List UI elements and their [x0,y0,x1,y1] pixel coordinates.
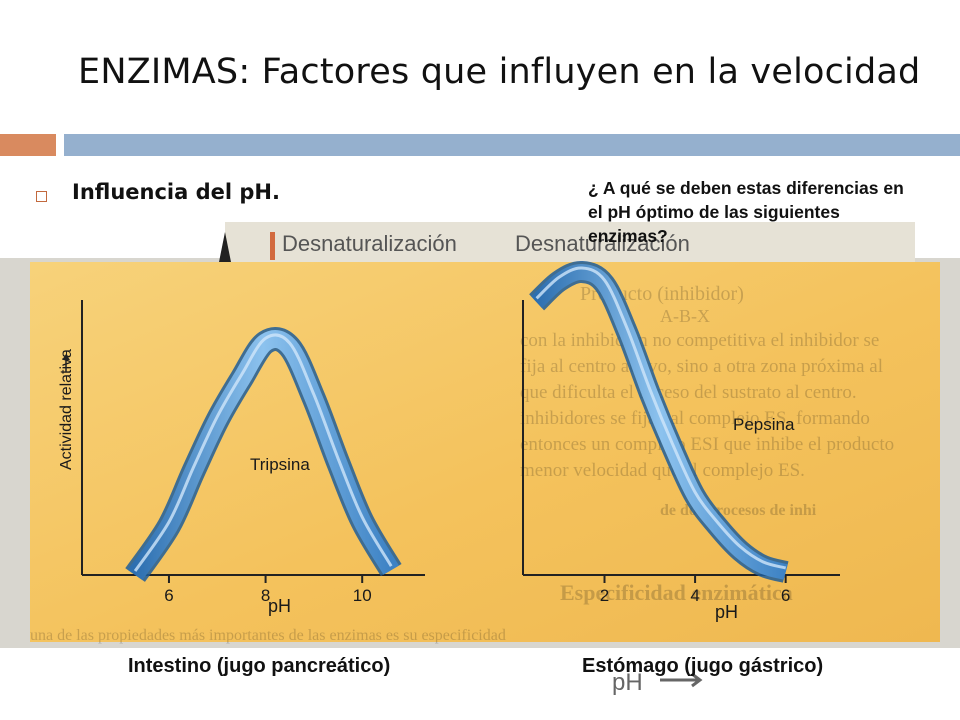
series-highlight [133,333,393,572]
bg-text-line: menor velocidad que el complejo ES. [520,460,805,481]
bottom-arrow-icon [660,672,703,688]
denaturation-label-left: Desnaturalización [282,231,457,256]
accent-bar-orange [0,134,56,156]
caption-estomago: Estómago (jugo gástrico) [582,655,824,677]
series-label: Pepsina [733,415,795,434]
x-tick-label: 2 [600,586,609,605]
bg-text-line: A-B-X [660,306,710,326]
bg-text-line: entonces un complejo ESI que inhibe el p… [520,434,894,455]
x-axis-label-left: pH [268,596,291,616]
denaturation-label-right: Desnaturalización [515,231,690,256]
x-tick-label: 4 [690,586,699,605]
bg-text-line: inhibidores se fijan al complejo ES, for… [520,408,870,429]
y-arrow-top-icon [219,232,231,262]
series-label: Tripsina [250,455,310,474]
bg-text-line: una de las propiedades más importantes d… [30,627,506,644]
bg-text-line: con la inhibición no competitiva el inhi… [520,330,879,351]
background-text-group: Producto (inhibidor) A-B-X con la inhibi… [30,283,894,644]
y-axis-label-group: Actividad relativa [58,349,75,470]
series-highlight [535,266,787,570]
chart-pepsina: 2 4 6 Pepsina [528,260,795,605]
x-tick-label: 6 [781,586,790,605]
header-strip [225,222,915,262]
bg-text-line: que dificulta el acceso del sustrato al … [520,382,857,403]
x-tick-label: 6 [164,586,173,605]
series-line [531,263,788,580]
question-text: ¿ A qué se deben estas diferencias en el… [588,178,904,246]
bullet-text: Influencia del pH. [72,180,280,204]
bg-text-line: fija al centro activo, sino a otra zona … [520,356,883,377]
x-axis-label-right: pH [715,602,738,622]
denaturation-marker-left [270,232,275,260]
bottom-ph-label: pH [612,669,643,696]
caption-intestino: Intestino (jugo pancreático) [128,655,391,677]
x-tick-label: 10 [353,586,372,605]
y-axis-arrow [62,354,70,372]
x-tick-label: 8 [261,586,270,605]
axes-right [522,300,840,576]
accent-bar-blue [64,134,960,156]
bg-text-line: Especificidad enzimática [560,580,793,605]
slide-title: ENZIMAS: Factores que influyen en la vel… [78,52,921,92]
y-axis-label: Actividad relativa [58,349,75,470]
chart-panel [30,262,940,642]
bg-text-line: de dos procesos de inhi [660,502,817,519]
bullet-square-icon [36,191,47,202]
chart-tripsina: 6 8 10 Tripsina [125,327,402,605]
